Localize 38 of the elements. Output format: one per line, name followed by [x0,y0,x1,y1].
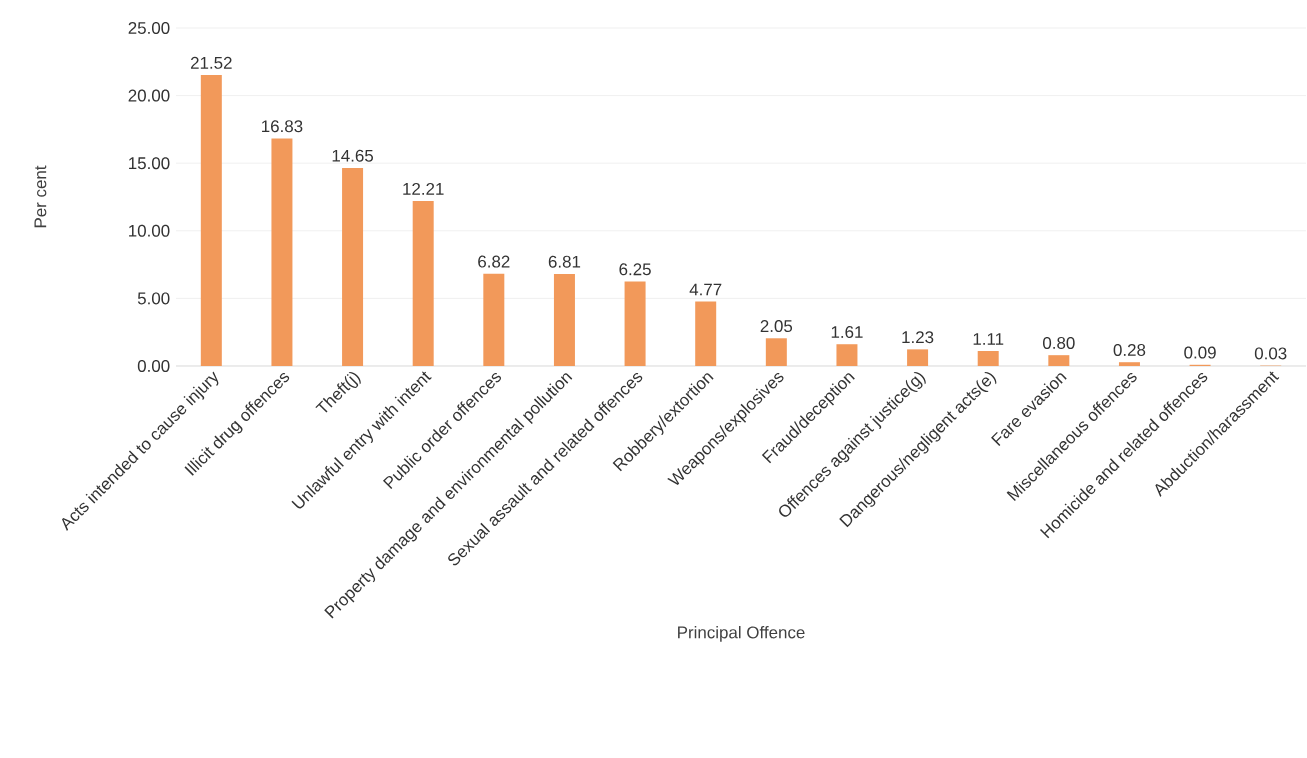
bar [200,75,222,366]
data-label: 6.25 [619,263,651,276]
x-axis-title: Principal Offence [678,625,805,642]
data-label: 0.09 [1184,346,1216,359]
bar [836,344,858,366]
data-label: 6.82 [478,255,510,268]
bar [553,273,575,366]
bar [765,338,787,366]
data-label: 14.65 [332,149,374,162]
data-label: 0.03 [1254,347,1287,360]
data-label: 21.52 [190,56,232,69]
data-label: 1.23 [902,331,934,344]
data-label: 0.80 [1043,336,1075,349]
data-label: 12.21 [403,182,444,195]
bar [271,138,293,366]
bar [483,273,505,366]
data-label: 1.11 [973,333,1004,345]
y-axis-title: Per cent [34,165,47,228]
bar [1048,355,1070,366]
y-tick-label: 15.00 [129,157,170,170]
bar [412,200,434,366]
y-tick-label: 10.00 [129,224,170,237]
data-label: 6.81 [548,255,581,268]
bar [977,350,999,366]
data-label: 4.77 [689,283,722,296]
bar [1118,362,1140,366]
bar [907,349,929,366]
y-tick-label: 25.00 [128,21,170,34]
y-tick-label: 5.00 [137,292,170,305]
data-label: 2.05 [760,320,793,333]
bar [342,167,364,366]
data-label: 0.28 [1113,344,1146,357]
data-label: 16.83 [262,120,303,133]
bar [624,281,646,366]
y-tick-label: 0.00 [137,360,170,372]
bar [695,301,717,366]
data-label: 1.61 [831,326,863,339]
y-tick-label: 20.00 [128,89,170,102]
